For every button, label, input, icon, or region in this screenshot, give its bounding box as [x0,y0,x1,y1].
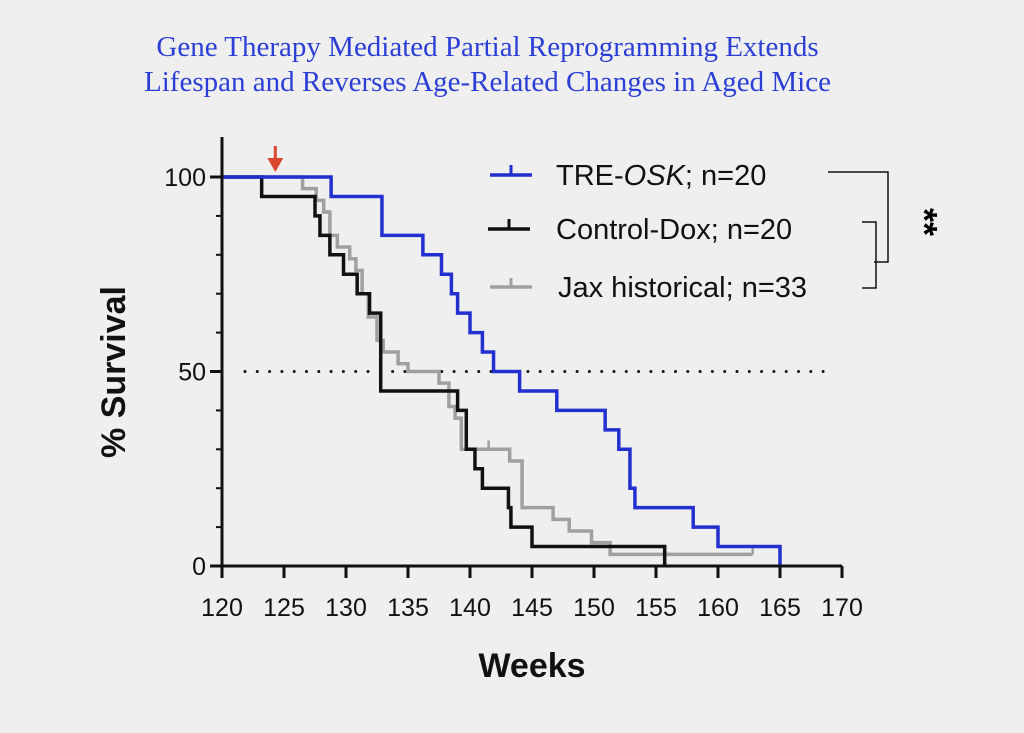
legend-label-jax: Jax historical; n=33 [558,272,807,304]
significance-bracket-inner [862,221,877,289]
x-tick-label: 120 [201,594,243,622]
treatment-arrow-head-icon [267,158,284,172]
survival-curve-1 [222,175,667,566]
title-line-1: Gene Therapy Mediated Partial Reprogramm… [156,31,819,63]
x-tick-label: 155 [635,594,677,622]
x-tick-label: 135 [387,594,429,622]
y-tick-label: 0 [192,553,206,581]
x-tick-label: 150 [573,594,615,622]
y-tick-label: 100 [164,164,206,192]
survival-curve-2 [222,175,753,557]
x-tick-label: 160 [697,594,739,622]
legend-label-tre-osk: TRE-OSK; n=20 [556,160,766,192]
legend-label-control-dox: Control-Dox; n=20 [556,214,792,246]
title-line-2: Lifespan and Reverses Age-Related Change… [144,66,831,98]
y-tick-label: 50 [178,359,206,387]
survival-curve-0 [222,175,782,566]
chart-title: Gene Therapy Mediated Partial Reprogramm… [0,30,975,100]
x-tick-label: 145 [511,594,553,622]
x-tick-label: 170 [821,594,863,622]
x-tick-label: 140 [449,594,491,622]
x-tick-label: 130 [325,594,367,622]
y-axis-label: % Survival [95,286,133,458]
x-axis-label: Weeks [478,647,585,685]
x-tick-label: 165 [759,594,801,622]
legend: TRE-OSK; n=20 Control-Dox; n=20 Jax hist… [488,160,945,304]
significance-stars: ** [904,208,945,236]
significance-bracket-outer [828,171,889,263]
x-tick-label: 125 [263,594,305,622]
